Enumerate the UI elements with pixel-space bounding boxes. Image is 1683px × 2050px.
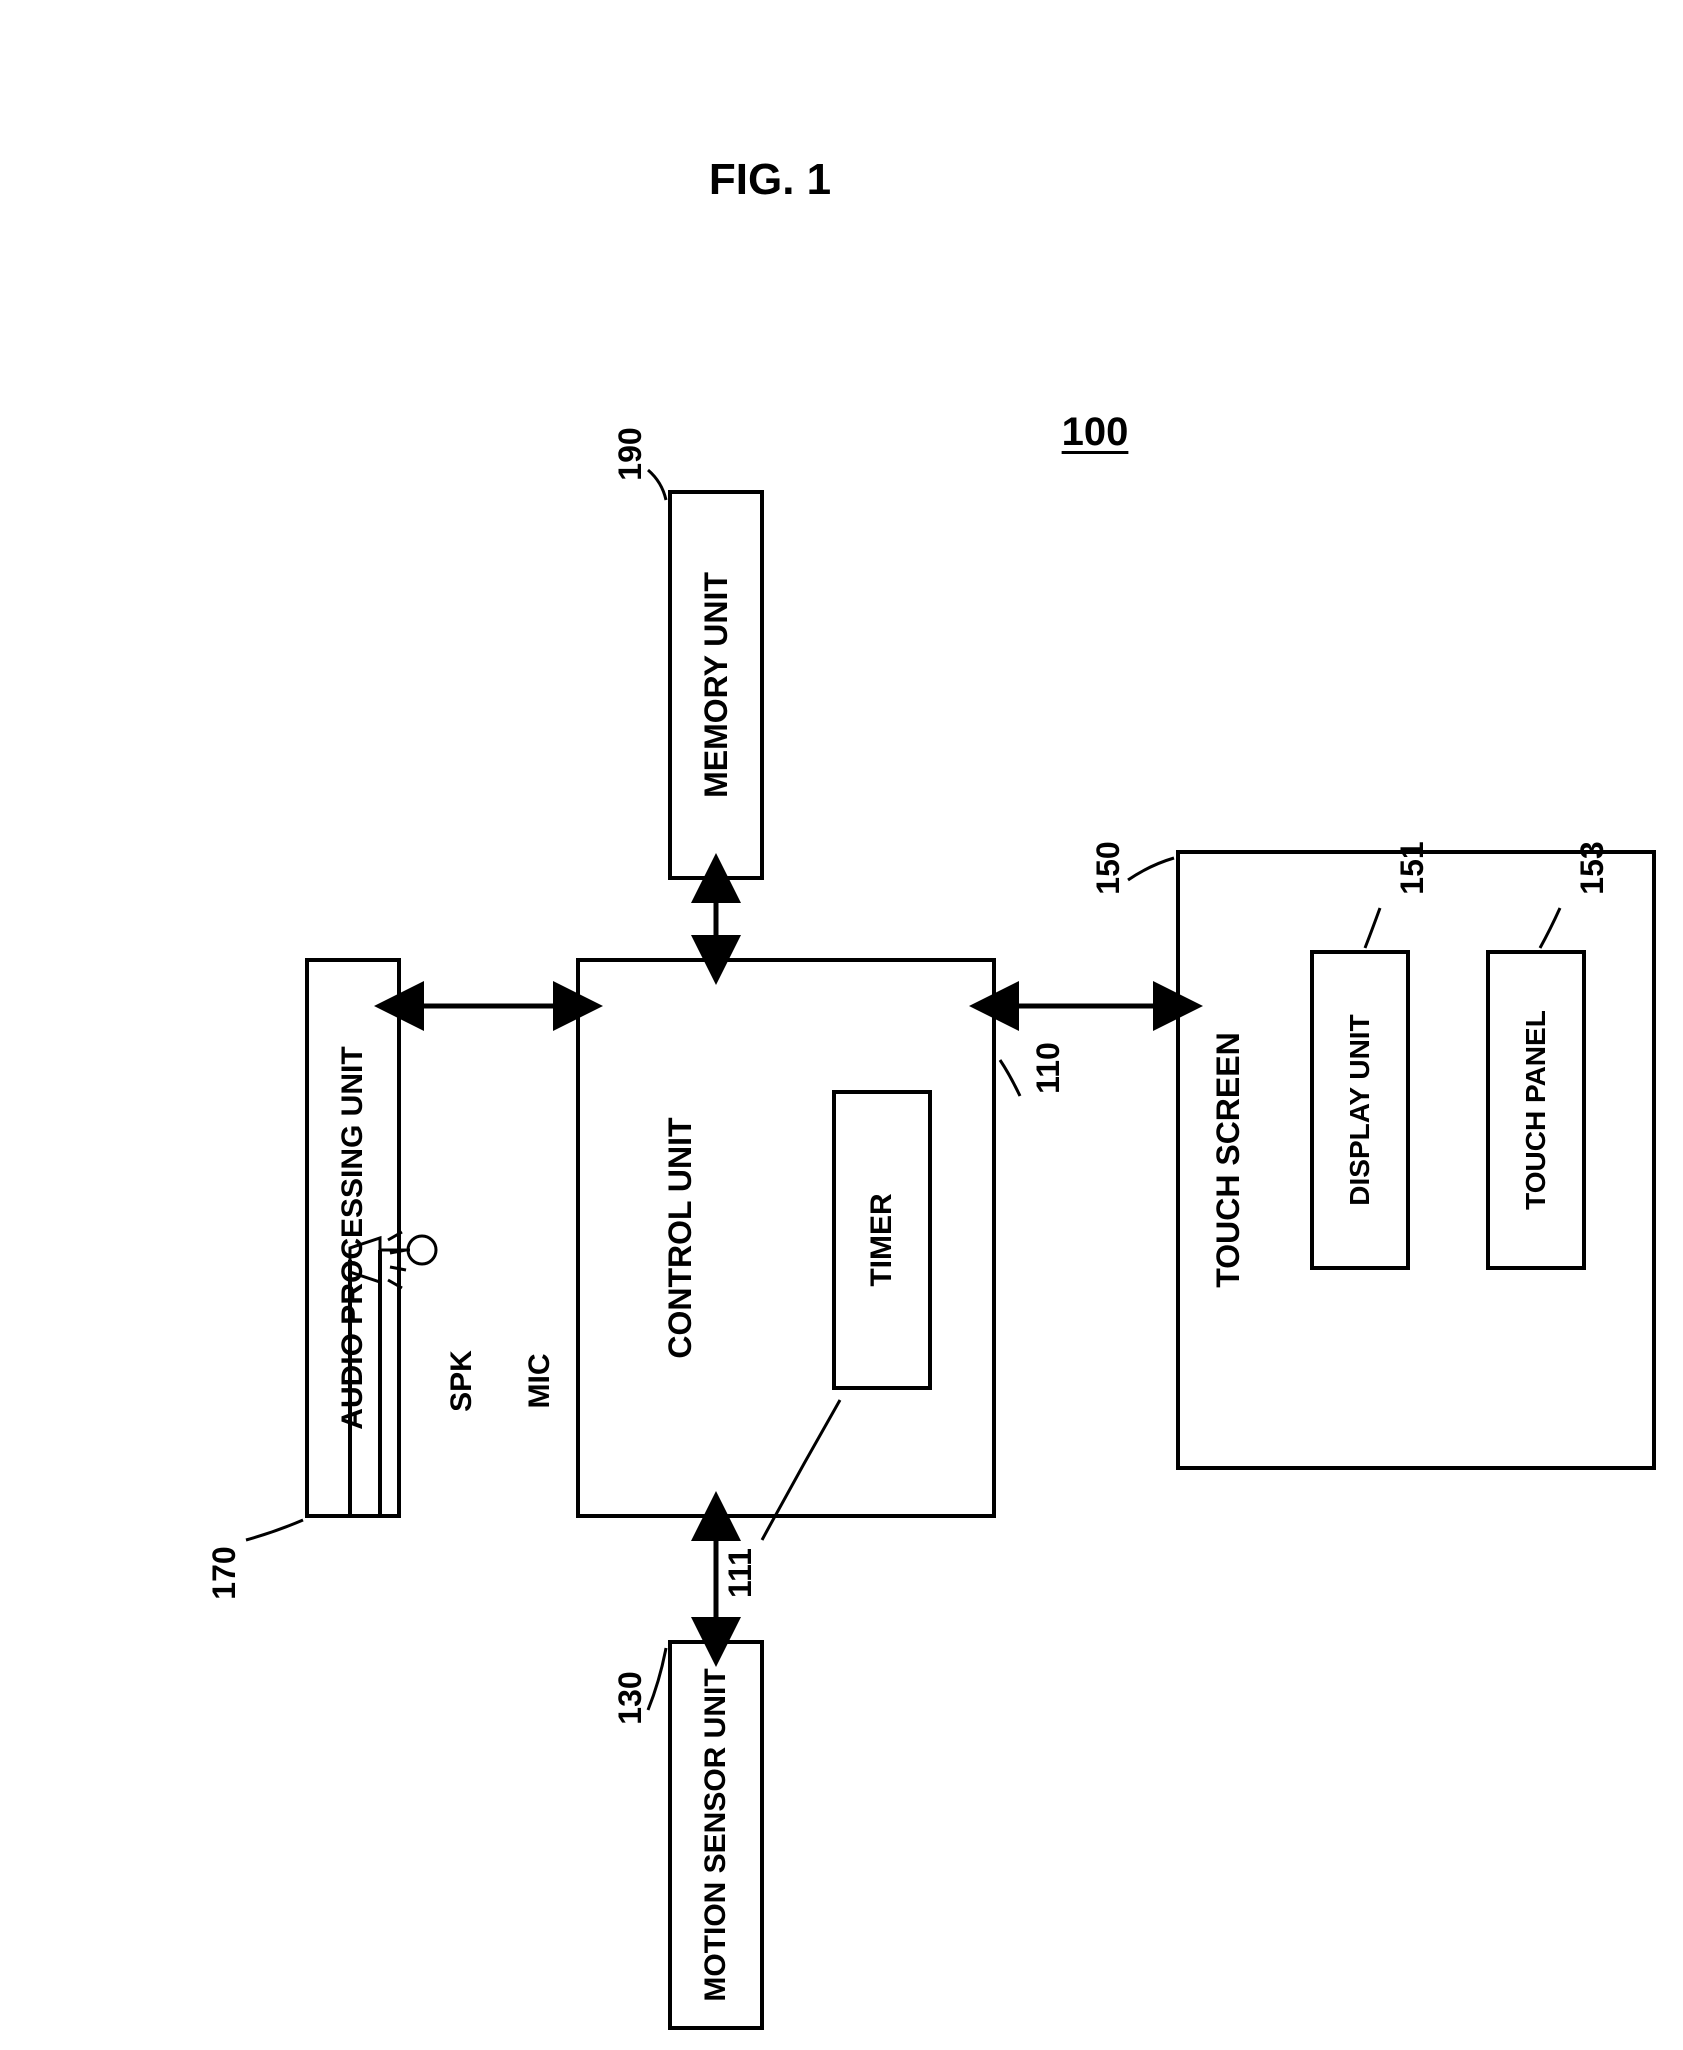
device-ref-100: 100 bbox=[1040, 405, 1150, 460]
motion-sensor-label: MOTION SENSOR UNIT bbox=[696, 1635, 736, 2035]
ref-190: 190 bbox=[612, 414, 648, 494]
figure-stage: FIG. 1 100 MEMORY UNIT AUDIO PROCESSING … bbox=[0, 0, 1683, 2050]
ref-151: 151 bbox=[1394, 828, 1430, 908]
touch-panel-label: TOUCH PANEL bbox=[1516, 985, 1556, 1235]
ref-130: 130 bbox=[612, 1658, 648, 1738]
spk-label: SPK bbox=[444, 1331, 480, 1431]
ref-170: 170 bbox=[206, 1533, 242, 1613]
timer-label: TIMER bbox=[862, 1140, 902, 1340]
control-unit-block bbox=[576, 958, 996, 1518]
ref-150: 150 bbox=[1090, 828, 1126, 908]
touch-screen-label: TOUCH SCREEN bbox=[1208, 1010, 1248, 1310]
audio-processing-label: AUDIO PROCESSING UNIT bbox=[333, 1008, 373, 1468]
ref-111: 111 bbox=[722, 1533, 758, 1613]
memory-unit-label: MEMORY UNIT bbox=[696, 535, 736, 835]
mic-label: MIC bbox=[522, 1331, 558, 1431]
control-unit-label: CONTROL UNIT bbox=[660, 1088, 700, 1388]
figure-title: FIG. 1 bbox=[640, 150, 900, 210]
ref-153: 153 bbox=[1574, 828, 1610, 908]
display-unit-label: DISPLAY UNIT bbox=[1340, 985, 1380, 1235]
ref-110: 110 bbox=[1030, 1028, 1066, 1108]
